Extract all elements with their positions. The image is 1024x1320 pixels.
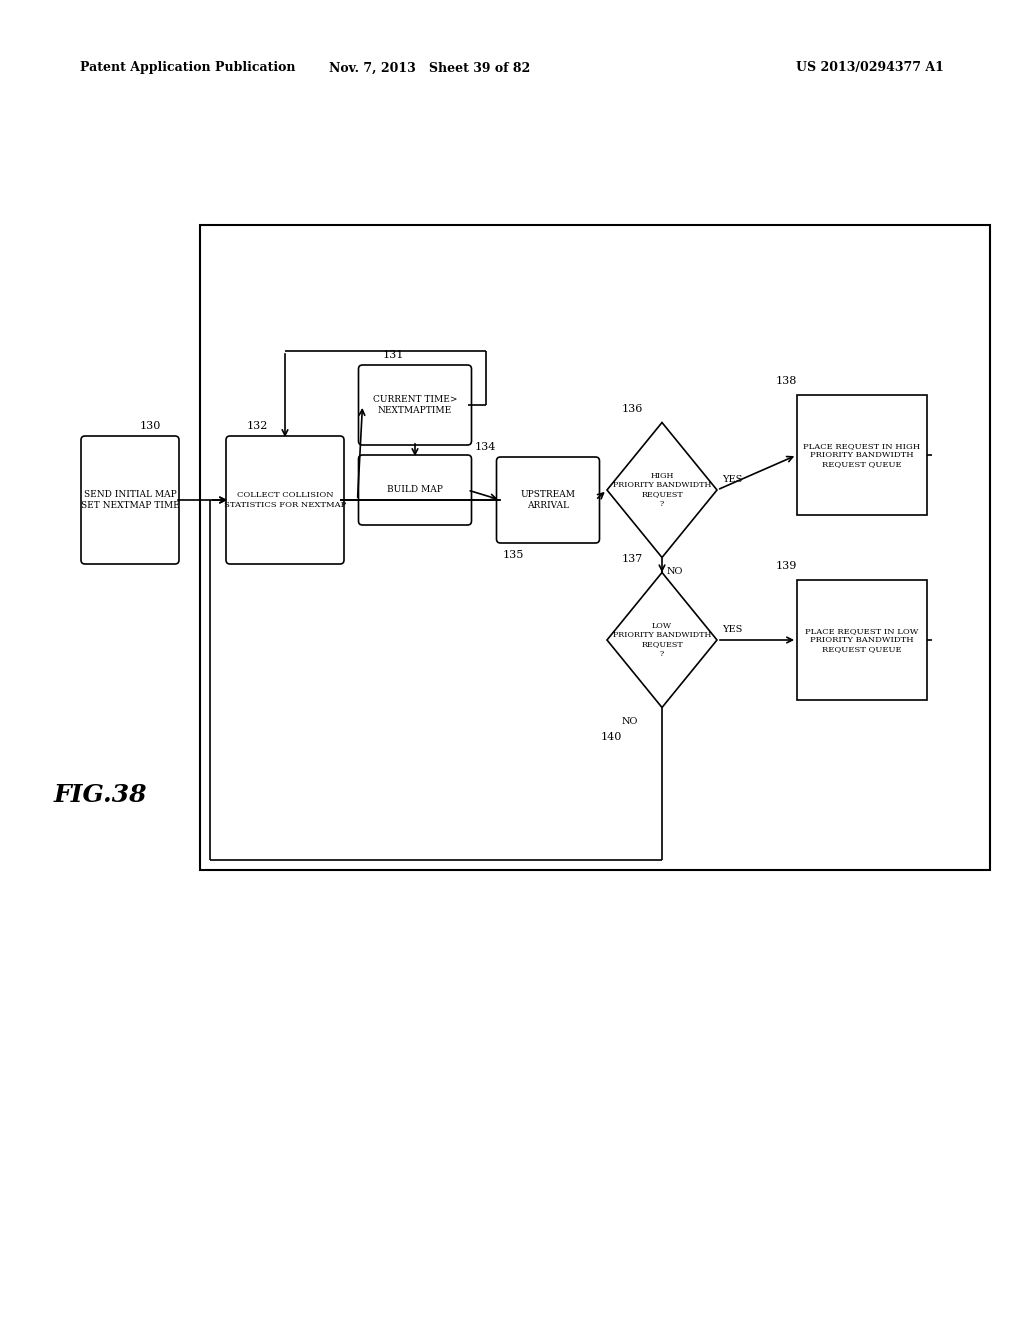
Bar	[797, 395, 927, 515]
Text: HIGH
PRIORITY BANDWIDTH
REQUEST
?: HIGH PRIORITY BANDWIDTH REQUEST ?	[612, 473, 712, 508]
Text: YES: YES	[722, 626, 742, 635]
Text: 130: 130	[139, 421, 161, 432]
Polygon shape	[607, 422, 717, 557]
FancyBboxPatch shape	[81, 436, 179, 564]
Text: 138: 138	[775, 376, 797, 385]
Text: SEND INITIAL MAP
SET NEXTMAP TIME: SEND INITIAL MAP SET NEXTMAP TIME	[81, 490, 179, 510]
Text: Nov. 7, 2013   Sheet 39 of 82: Nov. 7, 2013 Sheet 39 of 82	[330, 62, 530, 74]
Text: PLACE REQUEST IN HIGH
PRIORITY BANDWIDTH
REQUEST QUEUE: PLACE REQUEST IN HIGH PRIORITY BANDWIDTH…	[804, 442, 921, 469]
Text: LOW
PRIORITY BANDWIDTH
REQUEST
?: LOW PRIORITY BANDWIDTH REQUEST ?	[612, 622, 712, 657]
Text: FIG.38: FIG.38	[53, 783, 146, 807]
Text: 135: 135	[503, 550, 523, 560]
FancyBboxPatch shape	[226, 436, 344, 564]
Text: PLACE REQUEST IN LOW
PRIORITY BANDWIDTH
REQUEST QUEUE: PLACE REQUEST IN LOW PRIORITY BANDWIDTH …	[805, 627, 919, 653]
Text: BUILD MAP: BUILD MAP	[387, 486, 443, 495]
Text: NO: NO	[622, 717, 638, 726]
Text: UPSTREAM
ARRIVAL: UPSTREAM ARRIVAL	[520, 490, 575, 510]
Bar	[200, 224, 990, 870]
Text: US 2013/0294377 A1: US 2013/0294377 A1	[796, 62, 944, 74]
FancyBboxPatch shape	[358, 366, 471, 445]
Text: CURRENT TIME>
NEXTMAPTIME: CURRENT TIME> NEXTMAPTIME	[373, 395, 458, 414]
FancyBboxPatch shape	[358, 455, 471, 525]
Text: 134: 134	[474, 442, 496, 451]
Text: COLLECT COLLISION
STATISTICS FOR NEXTMAP: COLLECT COLLISION STATISTICS FOR NEXTMAP	[224, 491, 346, 508]
Text: YES: YES	[722, 475, 742, 484]
Text: NO: NO	[667, 568, 683, 576]
Bar	[797, 579, 927, 700]
Text: 137: 137	[622, 553, 643, 564]
Text: Patent Application Publication: Patent Application Publication	[80, 62, 296, 74]
Text: 131: 131	[382, 350, 403, 360]
FancyBboxPatch shape	[497, 457, 599, 543]
Polygon shape	[607, 573, 717, 708]
Text: 136: 136	[622, 404, 643, 413]
Text: 132: 132	[247, 421, 267, 432]
Text: 139: 139	[775, 561, 797, 572]
Text: 140: 140	[601, 733, 622, 742]
